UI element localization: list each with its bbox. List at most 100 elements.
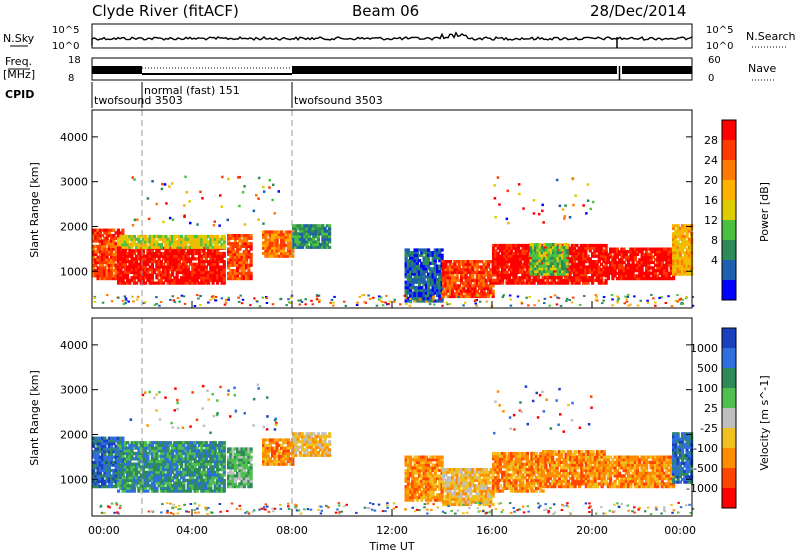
heatmap-cell <box>98 439 102 443</box>
heatmap-cell <box>168 478 172 482</box>
heatmap-cell <box>236 458 240 462</box>
heatmap-cell <box>155 273 159 277</box>
heatmap-cell <box>155 302 158 305</box>
heatmap-cell <box>110 247 114 251</box>
colorbar-tick-label: 28 <box>704 134 718 147</box>
heatmap-cell <box>292 240 296 244</box>
heatmap-cell <box>406 283 410 287</box>
heatmap-cell <box>669 263 673 267</box>
heatmap-cell <box>233 466 237 470</box>
heatmap-cell <box>157 446 161 450</box>
heatmap-cell <box>137 489 141 493</box>
heatmap-cell <box>245 274 249 278</box>
heatmap-cell <box>116 452 120 456</box>
heatmap-cell <box>262 241 266 245</box>
heatmap-cell <box>236 455 240 459</box>
heatmap-cell <box>193 484 197 488</box>
heatmap-cell <box>631 258 635 262</box>
heatmap-cell <box>280 233 284 237</box>
heatmap-cell <box>503 260 507 264</box>
heatmap-cell <box>422 248 426 252</box>
heatmap-cell <box>128 473 132 477</box>
heatmap-cell <box>171 278 175 282</box>
heatmap-cell <box>409 286 413 290</box>
heatmap-cell <box>193 240 197 244</box>
heatmap-cell <box>105 252 109 256</box>
heatmap-cell <box>684 297 688 300</box>
heatmap-cell <box>245 258 249 262</box>
heatmap-cell <box>595 246 599 250</box>
heatmap-cell <box>157 265 161 269</box>
heatmap-cell <box>611 258 615 262</box>
heatmap-cell <box>101 258 105 262</box>
heatmap-cell <box>139 268 143 272</box>
heatmap-cell <box>105 458 109 462</box>
heatmap-cell <box>271 198 274 202</box>
heatmap-cell <box>249 455 253 459</box>
heatmap-cell <box>146 470 150 474</box>
heatmap-cell <box>305 224 309 228</box>
heatmap-cell <box>177 262 181 266</box>
heatmap-cell <box>597 278 601 282</box>
heatmap-cell <box>242 242 246 246</box>
heatmap-cell <box>176 297 180 299</box>
heatmap-cell <box>126 451 130 456</box>
heatmap-cell <box>289 238 293 242</box>
heatmap-cell <box>240 255 244 259</box>
heatmap-cell <box>534 264 538 268</box>
heatmap-cell <box>418 288 422 292</box>
heatmap-cell <box>310 237 314 241</box>
heatmap-cell <box>198 470 202 474</box>
heatmap-cell <box>184 278 188 282</box>
heatmap-cell <box>275 243 279 248</box>
heatmap-cell <box>146 478 150 482</box>
heatmap-cell <box>162 473 166 477</box>
heatmap-cell <box>175 234 179 239</box>
heatmap-cell <box>229 269 233 273</box>
heatmap-cell <box>105 466 109 470</box>
heatmap-cell <box>189 221 192 225</box>
heatmap-cell <box>155 476 159 480</box>
heatmap-cell <box>681 251 685 255</box>
heatmap-cell <box>501 265 505 269</box>
heatmap-cell <box>556 269 560 274</box>
heatmap-cell <box>455 294 459 299</box>
heatmap-cell <box>453 286 457 291</box>
heatmap-cell <box>545 261 549 265</box>
heatmap-cell <box>231 244 235 248</box>
heatmap-cell <box>123 243 127 247</box>
heatmap-cell <box>101 252 105 256</box>
heatmap-cell <box>424 251 428 255</box>
heatmap-cell <box>218 478 222 482</box>
heatmap-cell <box>139 481 143 485</box>
heatmap-cell <box>487 289 491 293</box>
heatmap-cell <box>92 468 96 473</box>
heatmap-cell <box>155 276 159 280</box>
heatmap-cell <box>207 443 211 447</box>
heatmap-cell <box>189 462 193 466</box>
heatmap-cell <box>665 252 669 256</box>
heatmap-cell <box>681 224 685 228</box>
heatmap-cell <box>271 235 275 239</box>
heatmap-cell <box>660 263 664 267</box>
heatmap-cell <box>289 233 293 237</box>
heatmap-cell <box>238 175 241 179</box>
heatmap-cell <box>275 233 279 237</box>
heatmap-cell <box>516 243 520 248</box>
heatmap-cell <box>573 276 577 280</box>
heatmap-cell <box>161 182 164 186</box>
heatmap-cell <box>568 270 572 274</box>
heatmap-cell <box>126 257 130 261</box>
heatmap-cell <box>92 455 96 459</box>
heatmap-cell <box>568 273 572 277</box>
heatmap-cell <box>550 278 554 282</box>
heatmap-cell <box>144 454 148 458</box>
heatmap-cell <box>514 273 518 277</box>
heatmap-cell <box>422 280 426 284</box>
heatmap-cell <box>314 245 318 249</box>
heatmap-cell <box>195 243 199 247</box>
heatmap-cell <box>236 466 240 470</box>
heatmap-cell <box>685 224 689 228</box>
heatmap-cell <box>615 271 619 275</box>
heatmap-cell <box>110 444 114 448</box>
